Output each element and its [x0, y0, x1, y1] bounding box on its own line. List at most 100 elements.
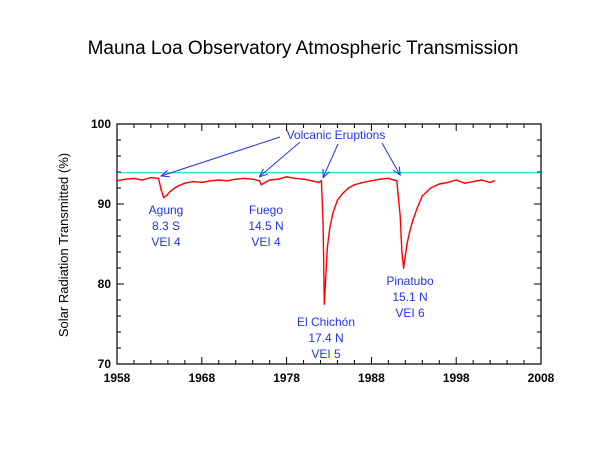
data-point	[173, 187, 176, 189]
x-tick-label: 1968	[188, 371, 215, 385]
data-point	[141, 179, 144, 181]
data-point	[302, 178, 305, 180]
x-tick-label: 1958	[104, 371, 131, 385]
data-point	[264, 181, 267, 184]
annotation-arrow	[160, 136, 281, 177]
data-point	[399, 215, 402, 217]
eruption-name: El Chichón	[297, 315, 355, 329]
data-point	[201, 181, 203, 184]
eruption-name: Agung	[149, 203, 184, 217]
eruption-latitude: 15.1 N	[392, 290, 427, 304]
y-tick-label: 90	[98, 197, 112, 211]
y-tick-label: 80	[98, 277, 112, 291]
annotation-arrowhead	[258, 168, 268, 178]
eruption-latitude: 14.5 N	[248, 219, 283, 233]
data-point	[322, 223, 324, 225]
data-point	[463, 182, 466, 184]
eruption-name: Pinatubo	[386, 274, 434, 288]
annotation-arrow	[259, 141, 301, 178]
axes-layer	[116, 123, 542, 365]
data-point	[251, 178, 254, 180]
data-point	[406, 243, 408, 245]
ticks-layer: 1958 1968 1978 1988 1998 2008 70 80 90 100	[91, 117, 555, 385]
data-point	[133, 177, 135, 180]
data-point	[408, 231, 411, 233]
data-point	[323, 303, 326, 305]
data-point	[404, 255, 407, 257]
data-point	[217, 179, 220, 181]
x-tick-label: 2008	[528, 371, 555, 385]
plot-frame	[116, 123, 542, 365]
x-tick-label: 1998	[443, 371, 470, 385]
data-point	[336, 199, 339, 201]
data-point	[243, 177, 245, 180]
annotation-arrowhead	[392, 166, 401, 177]
data-point	[401, 251, 403, 253]
data-point	[472, 180, 474, 183]
data-point	[387, 177, 390, 180]
data-point	[326, 247, 329, 249]
y-axis-label: Solar Radiation Transmitted (%)	[56, 153, 71, 337]
data-point	[320, 180, 323, 182]
data-point	[162, 196, 165, 199]
data-point	[166, 194, 168, 196]
data-point	[160, 188, 162, 191]
data-point	[416, 207, 418, 209]
eruption-vei: VEI 5	[311, 347, 341, 361]
data-point	[370, 180, 373, 182]
data-point	[324, 279, 327, 281]
data-point	[116, 180, 118, 182]
data-point	[396, 180, 398, 182]
data-point	[157, 177, 160, 180]
x-tick-label: 1988	[358, 371, 385, 385]
data-point	[285, 176, 288, 178]
data-point	[294, 177, 296, 180]
eruption-vei: VEI 4	[251, 235, 281, 249]
data-point	[178, 184, 180, 187]
eruption-vei: VEI 4	[151, 235, 181, 249]
eruption-latitude: 17.4 N	[308, 331, 343, 345]
data-point	[429, 187, 432, 189]
annotation-layer: Volcanic Eruptions Agung 8.3 S VEI 4 Fuego 14…	[149, 128, 434, 361]
data-point	[226, 180, 229, 182]
chart-title: Mauna Loa Observatory Atmospheric Transm…	[87, 38, 519, 59]
data-point	[332, 211, 335, 213]
eruption-latitude: 8.3 S	[152, 219, 180, 233]
data-point	[455, 179, 458, 181]
data-point	[421, 195, 424, 197]
data-point	[480, 179, 483, 181]
data-point	[124, 178, 127, 180]
data-point	[493, 180, 496, 182]
x-tick-label: 1978	[273, 371, 300, 385]
data-point	[258, 180, 261, 182]
annotation-arrowhead	[159, 169, 170, 178]
annotation-arrow	[322, 143, 339, 178]
eruption-vei: VEI 6	[395, 306, 425, 320]
data-point	[353, 184, 356, 186]
y-tick-label: 70	[98, 357, 112, 371]
data-point	[260, 184, 262, 186]
y-tick-label: 100	[91, 117, 111, 131]
data-point	[362, 181, 364, 184]
data-point	[169, 190, 172, 192]
data-point	[379, 178, 381, 180]
data-point	[311, 180, 313, 182]
data-point	[192, 180, 195, 183]
data-point	[412, 219, 414, 221]
data-point	[268, 179, 271, 181]
annotation-header: Volcanic Eruptions	[287, 128, 386, 142]
data-point	[150, 176, 152, 179]
data-point	[438, 183, 441, 185]
data-point	[209, 180, 212, 182]
series-layer	[116, 176, 496, 305]
data-point	[234, 178, 237, 180]
annotation-arrow	[381, 142, 401, 176]
eruption-name: Fuego	[249, 203, 283, 217]
data-point	[318, 181, 320, 184]
annotation-arrowhead	[322, 168, 330, 179]
data-point	[446, 181, 449, 184]
data-point	[347, 187, 350, 189]
data-point	[489, 181, 491, 184]
data-point	[341, 192, 344, 195]
